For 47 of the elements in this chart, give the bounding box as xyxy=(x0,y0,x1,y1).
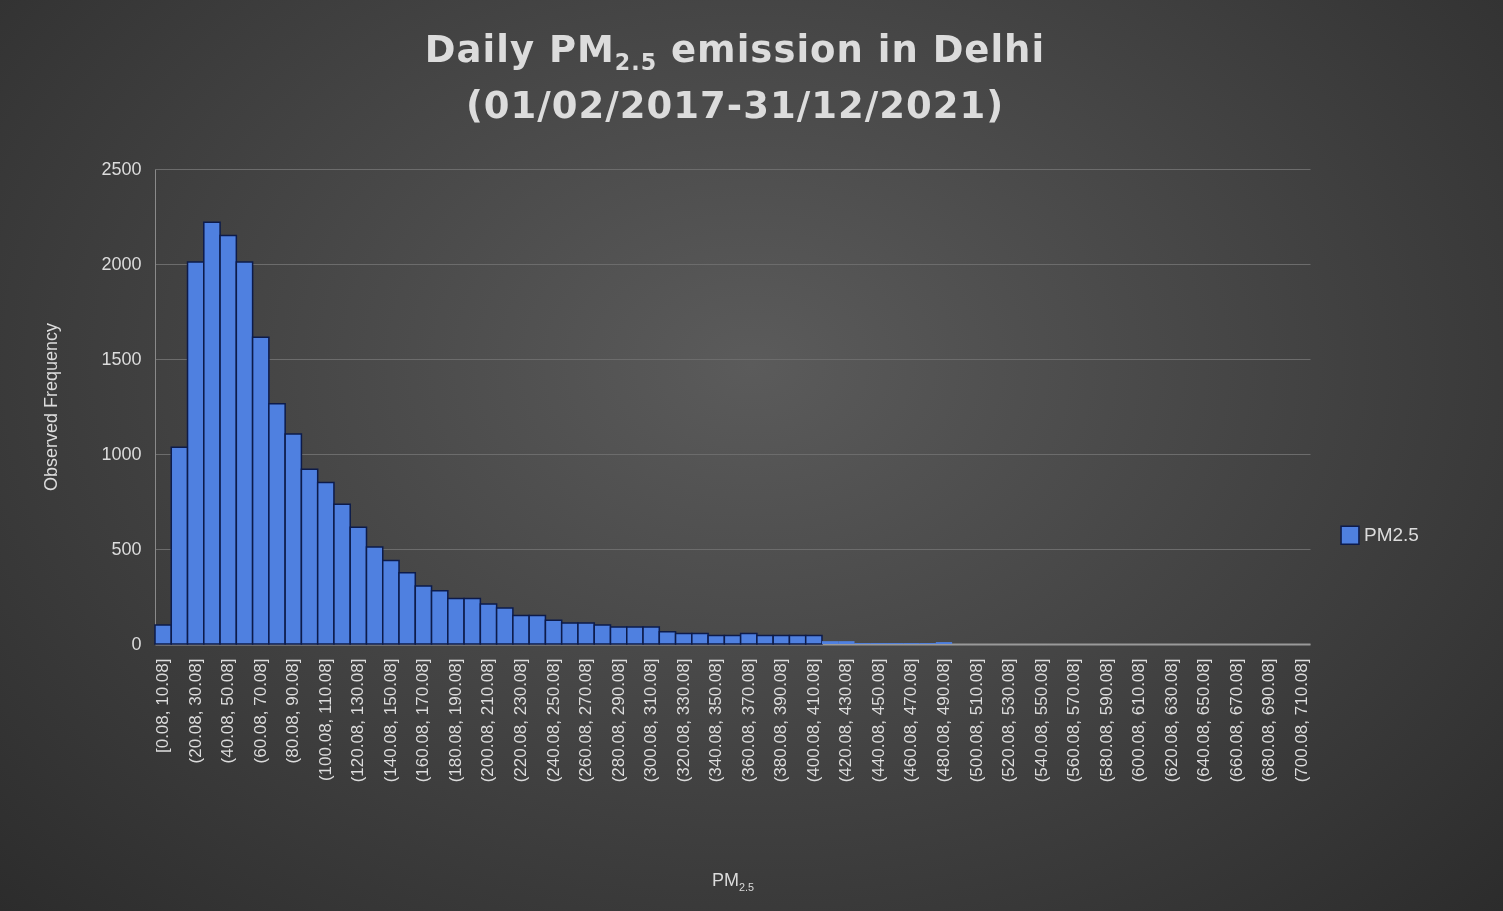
chart-title: Daily PM$_{2.5}$ emission in Delhi xyxy=(423,28,1047,76)
x-axis-title: PM$_{2.5}$ xyxy=(711,870,755,893)
x-tick-label: (500.08, 510.08] xyxy=(966,658,986,783)
x-tick-label: (100.08, 110.08] xyxy=(315,658,335,782)
x-tick-label: (520.08, 530.08] xyxy=(999,658,1019,783)
x-tick-label: (400.08, 410.08] xyxy=(803,658,823,783)
chart-subtitle: (01/02/2017-31/12/2021) xyxy=(464,84,1006,127)
x-tick-label: (660.08, 670.08] xyxy=(1226,658,1246,783)
y-tick-label: 0 xyxy=(131,633,142,654)
x-tick-label: (640.08, 650.08] xyxy=(1194,658,1214,783)
x-tick-label: (240.08, 250.08] xyxy=(543,658,563,783)
x-tick-label: (320.08, 330.08] xyxy=(673,658,693,783)
x-tick-label: (700.08, 710.08] xyxy=(1291,658,1311,783)
x-tick-label: (600.08, 610.08] xyxy=(1129,658,1149,783)
x-tick-label: (360.08, 370.08] xyxy=(738,658,758,783)
y-tick-label: 2500 xyxy=(101,158,142,179)
x-tick-label: (540.08, 550.08] xyxy=(1031,658,1051,783)
x-tick-label: (180.08, 190.08] xyxy=(445,658,465,783)
x-tick-label: (620.08, 630.08] xyxy=(1161,658,1181,783)
x-tick-label: (560.08, 570.08] xyxy=(1064,658,1084,783)
x-tick-label: (480.08, 490.08] xyxy=(933,658,953,783)
x-tick-label: (380.08, 390.08] xyxy=(771,658,791,783)
x-tick-label: (20.08, 30.08] xyxy=(185,658,205,764)
x-tick-label: (60.08, 70.08] xyxy=(250,658,270,764)
x-tick-label: (580.08, 590.08] xyxy=(1096,658,1116,783)
y-axis-title: Observed Frequency xyxy=(41,322,62,492)
x-tick-label: (680.08, 690.08] xyxy=(1259,658,1279,783)
x-tick-label: (200.08, 210.08] xyxy=(478,658,498,783)
x-tick-label: (140.08, 150.08] xyxy=(380,658,400,783)
x-tick-label: (420.08, 430.08] xyxy=(836,658,856,783)
x-tick-label: [0.08, 10.08] xyxy=(153,658,173,754)
y-tick-label: 500 xyxy=(111,538,142,559)
x-tick-label: (300.08, 310.08] xyxy=(641,658,661,783)
x-tick-label: (440.08, 450.08] xyxy=(868,658,888,783)
x-tick-label: (340.08, 350.08] xyxy=(706,658,726,783)
y-tick-label: 1000 xyxy=(101,443,142,464)
x-tick-label: (160.08, 170.08] xyxy=(413,658,433,783)
x-tick-label: (260.08, 270.08] xyxy=(576,658,596,783)
x-tick-label: (40.08, 50.08] xyxy=(218,658,238,764)
legend-label: PM2.5 xyxy=(1364,524,1419,546)
x-tick-label: (460.08, 470.08] xyxy=(901,658,921,783)
y-tick-label: 1500 xyxy=(101,348,142,369)
x-tick-label: (220.08, 230.08] xyxy=(511,658,531,783)
x-tick-label: (280.08, 290.08] xyxy=(608,658,628,783)
x-tick-label: (80.08, 90.08] xyxy=(283,658,303,764)
x-tick-label: (120.08, 130.08] xyxy=(348,658,368,783)
y-tick-label: 2000 xyxy=(101,253,142,274)
